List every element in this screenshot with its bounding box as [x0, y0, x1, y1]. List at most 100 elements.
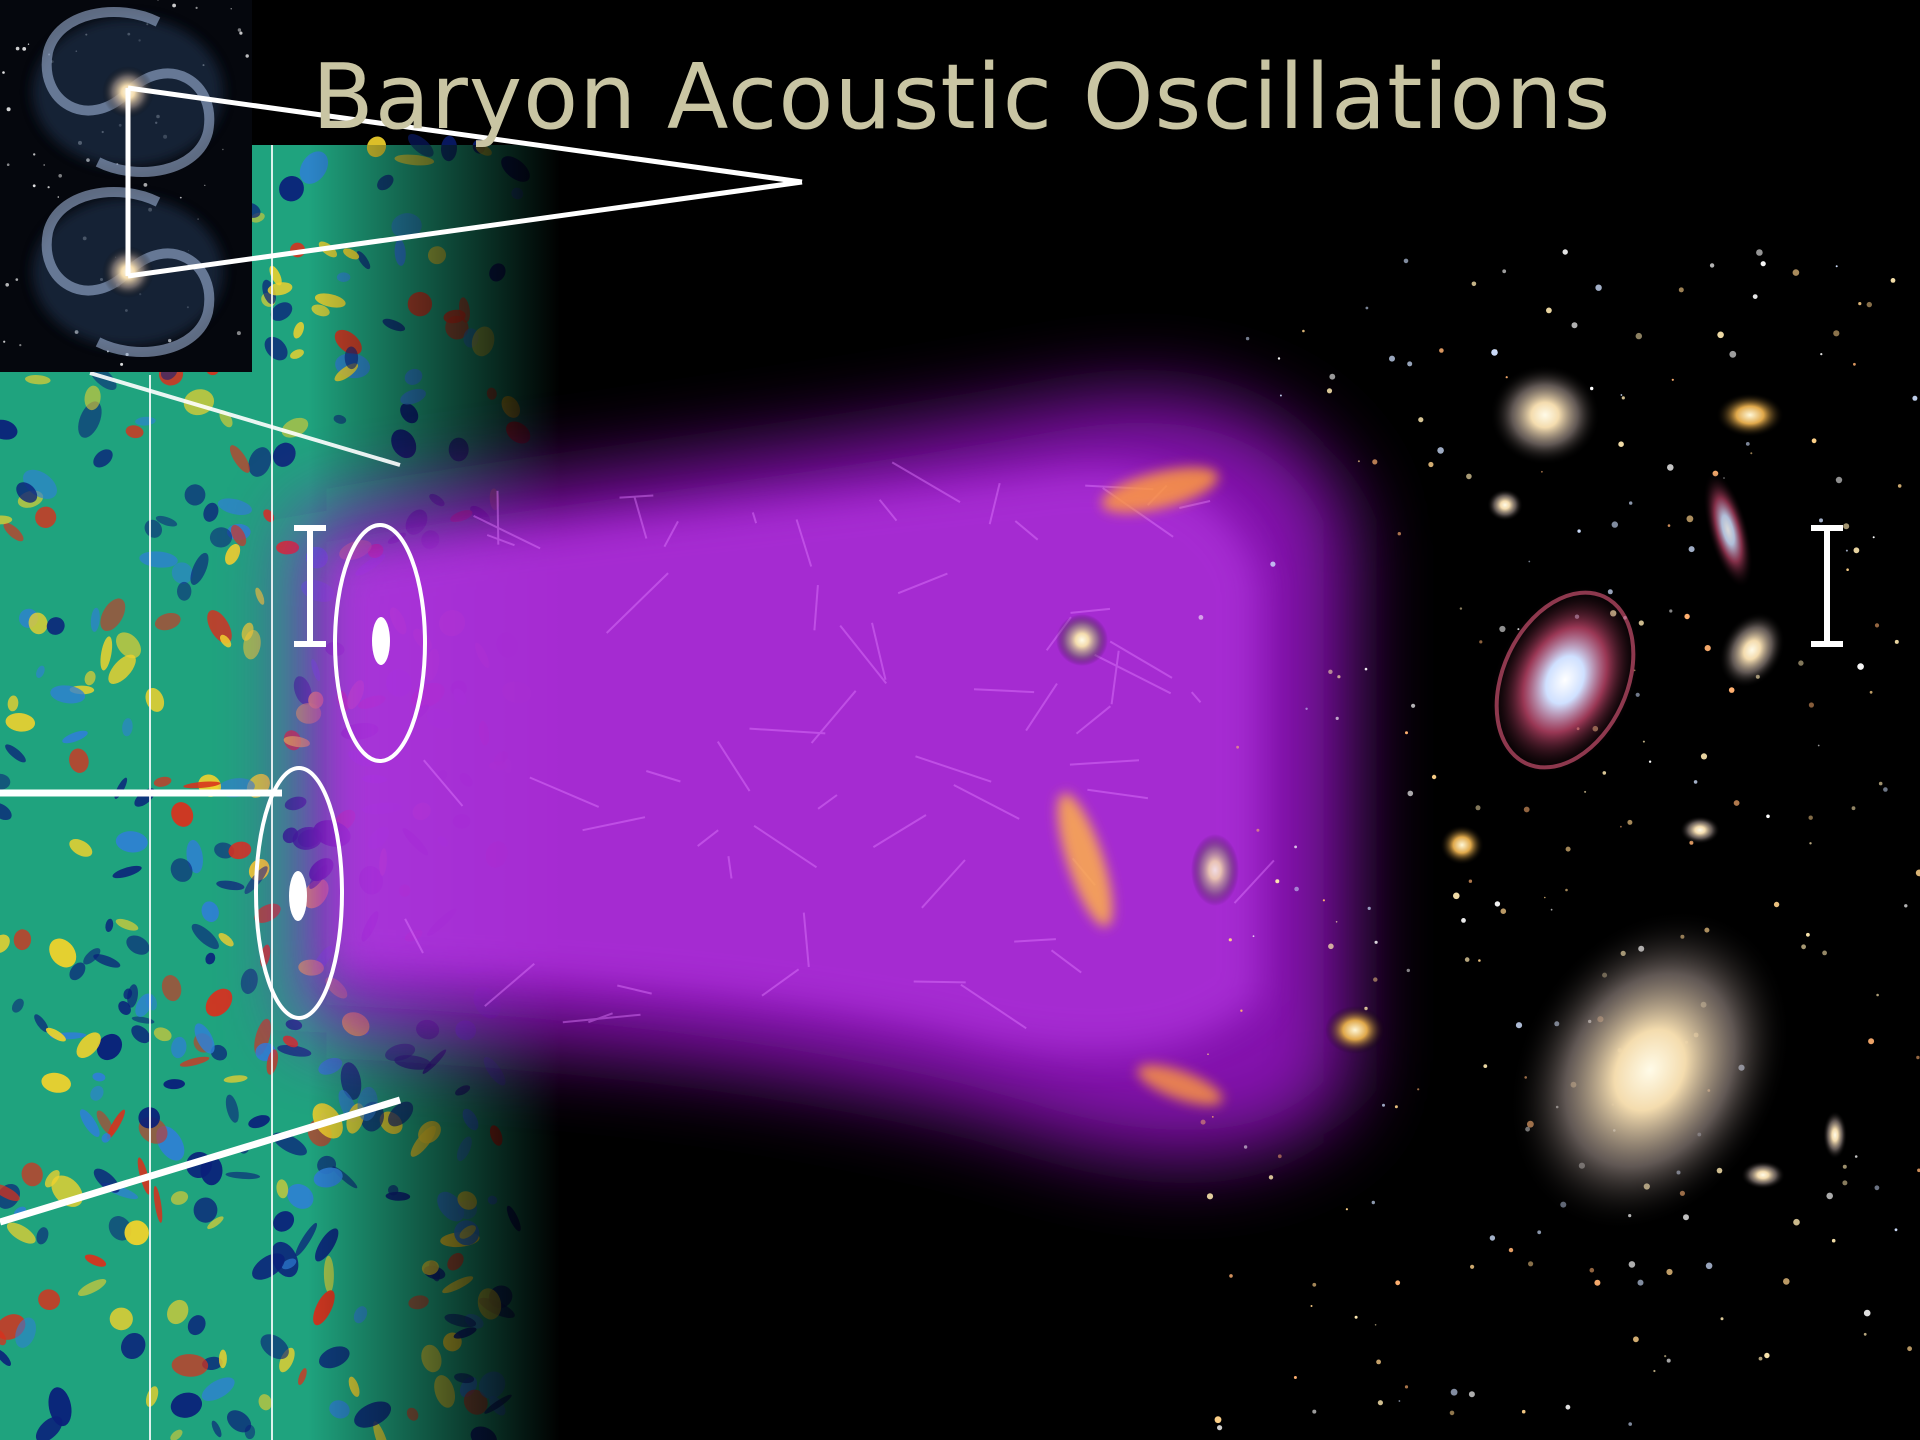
star — [1326, 388, 1333, 394]
star — [1245, 336, 1250, 341]
cosmic-filament — [1025, 683, 1058, 732]
star — [1733, 800, 1740, 806]
star — [1826, 1192, 1833, 1200]
star — [1562, 249, 1568, 255]
star — [1798, 660, 1804, 666]
star — [1671, 378, 1674, 381]
star — [1628, 1422, 1632, 1426]
star — [1439, 348, 1444, 353]
cosmic-filament — [749, 727, 826, 735]
star — [1621, 396, 1625, 400]
star — [1866, 301, 1873, 308]
star — [1464, 957, 1470, 962]
star — [1373, 977, 1378, 982]
star — [1620, 825, 1622, 828]
star — [1842, 1164, 1847, 1169]
cosmic-filament — [404, 918, 424, 954]
star — [1628, 1261, 1636, 1268]
star — [1200, 1119, 1206, 1125]
star — [1329, 373, 1336, 380]
star — [1478, 959, 1481, 962]
star — [1857, 663, 1864, 670]
star — [1277, 357, 1281, 360]
star — [1335, 921, 1338, 923]
star — [1403, 258, 1409, 264]
star — [1792, 269, 1800, 276]
star — [1335, 716, 1339, 721]
cosmic-filament — [716, 741, 751, 792]
star — [1394, 1105, 1398, 1109]
cosmic-filament — [473, 515, 541, 550]
star — [1310, 1305, 1313, 1307]
star — [1505, 376, 1508, 379]
cosmic-filament — [1087, 788, 1149, 800]
star — [1700, 753, 1708, 760]
star — [1667, 524, 1671, 527]
star — [1817, 744, 1820, 747]
star — [1843, 523, 1850, 530]
cosmic-filament — [1070, 607, 1111, 614]
star — [1275, 879, 1280, 884]
star — [32, 184, 36, 188]
star — [1411, 703, 1416, 708]
star — [1236, 745, 1239, 749]
star — [1449, 1410, 1455, 1416]
star — [1916, 1055, 1920, 1060]
star — [1305, 707, 1308, 710]
star — [1709, 263, 1715, 268]
star — [1312, 1282, 1317, 1287]
scale-bar-icon — [1811, 525, 1843, 647]
star — [1374, 940, 1378, 944]
star — [1684, 613, 1690, 620]
cosmic-filament — [960, 983, 1027, 1030]
star — [1407, 790, 1414, 797]
star — [1277, 1154, 1282, 1159]
cosmic-filament — [619, 494, 654, 499]
cosmic-filament — [953, 784, 1020, 820]
cosmic-filament — [562, 1013, 641, 1024]
star — [3, 340, 6, 343]
star — [5, 283, 9, 287]
cosmic-filament — [891, 461, 961, 503]
star — [1364, 667, 1368, 671]
star — [1897, 484, 1902, 488]
star — [1459, 607, 1463, 610]
star — [1845, 549, 1848, 552]
star — [1470, 1264, 1475, 1269]
star — [1720, 1317, 1724, 1321]
star — [1377, 1400, 1383, 1406]
structure-plume — [300, 395, 1350, 1158]
cosmic-filament — [697, 829, 719, 847]
star — [1635, 332, 1643, 340]
star — [1483, 1064, 1488, 1068]
star — [195, 6, 198, 9]
star — [1294, 886, 1299, 892]
star — [1431, 774, 1437, 780]
cosmic-filament — [751, 512, 758, 524]
star — [1491, 349, 1498, 356]
cosmic-filament — [802, 912, 810, 968]
star — [1389, 355, 1395, 362]
star — [1611, 521, 1619, 528]
star — [1638, 620, 1644, 626]
star — [1666, 1268, 1673, 1276]
star — [1544, 896, 1546, 899]
zoom-callout-icon — [125, 85, 803, 279]
star — [1294, 845, 1297, 849]
cosmic-filament — [872, 814, 927, 848]
star — [1398, 1400, 1401, 1402]
star — [1405, 731, 1408, 735]
star — [1279, 394, 1282, 397]
cosmic-filament — [423, 759, 464, 807]
star — [237, 28, 242, 32]
star — [1863, 1309, 1871, 1317]
star — [1835, 476, 1843, 484]
star — [1252, 935, 1255, 938]
star — [1760, 261, 1766, 267]
star — [15, 46, 20, 51]
cosmic-filament — [646, 770, 681, 783]
star — [1808, 815, 1813, 820]
star — [1876, 993, 1879, 997]
galaxy-field — [1191, 249, 1920, 1431]
star — [1541, 470, 1543, 473]
